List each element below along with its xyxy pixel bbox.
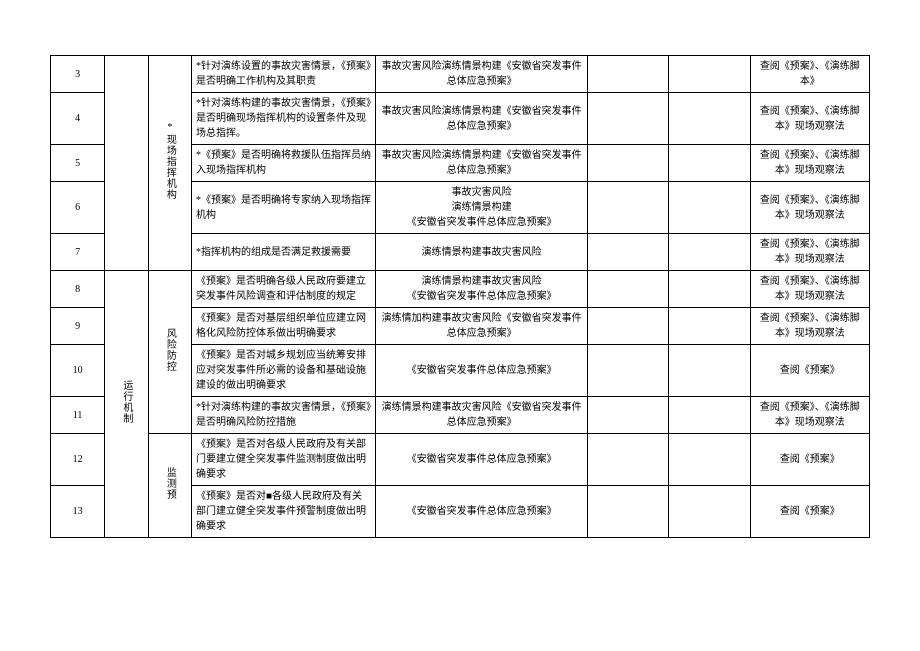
blank-cell	[669, 271, 750, 308]
criteria-cell: 《预案》是否对基层组织单位应建立网格化风险防控体系做出明确要求	[192, 308, 376, 345]
blank-cell	[669, 56, 750, 93]
criteria-cell: *《预案》是否明确将救援队伍指挥员纳入现场指挥机构	[192, 145, 376, 182]
reference-cell: 演练情加构建事故灾害风险《安徽省突发事件总体应急预案》	[376, 308, 588, 345]
reference-cell: 事故灾害风险演练情景构建《安徽省突发事件总体应急预案》	[376, 93, 588, 145]
method-cell: 查阅《预案》、《演练脚本》现场观察法	[750, 397, 869, 434]
blank-cell	[587, 93, 668, 145]
method-cell: 查阅《预案》	[750, 486, 869, 538]
evaluation-table: 3 *现场指挥机构 *针对演练设置的事故灾害情景，《预案》是否明确工作机构及其职…	[50, 55, 870, 538]
category1-cell: 运行机制	[105, 271, 148, 538]
blank-cell	[587, 345, 668, 397]
method-cell: 查阅《预案》	[750, 434, 869, 486]
category1-text: 运行机制	[119, 380, 134, 424]
table-row: 12 监测预 《预案》是否对各级人民政府及有关部门要建立健全突发事件监测制度做出…	[51, 434, 870, 486]
reference-cell: 事故灾害风险 演练情景构建 《安徽省突发事件总体应急预案》	[376, 182, 588, 234]
row-number: 7	[51, 234, 105, 271]
blank-cell	[669, 145, 750, 182]
criteria-cell: 《预案》是否明确各级人民政府要建立突发事件风险调查和评估制度的规定	[192, 271, 376, 308]
method-cell: 查阅《预案》、《演练脚本》	[750, 56, 869, 93]
category2-text: 监测预	[162, 467, 177, 500]
row-number: 6	[51, 182, 105, 234]
category2-text: *现场指挥机构	[162, 122, 177, 200]
row-number: 4	[51, 93, 105, 145]
reference-cell: 《安徽省突发事件总体应急预案》	[376, 434, 588, 486]
table-row: 3 *现场指挥机构 *针对演练设置的事故灾害情景，《预案》是否明确工作机构及其职…	[51, 56, 870, 93]
method-cell: 查阅《预案》、《演练脚本》现场观察法	[750, 182, 869, 234]
criteria-cell: *针对演练构建的事故灾害情景，《预案》是否明确风险防控措施	[192, 397, 376, 434]
row-number: 11	[51, 397, 105, 434]
blank-cell	[669, 308, 750, 345]
row-number: 8	[51, 271, 105, 308]
blank-cell	[669, 182, 750, 234]
blank-cell	[587, 56, 668, 93]
row-number: 3	[51, 56, 105, 93]
blank-cell	[587, 145, 668, 182]
criteria-cell: 《预案》是否对各级人民政府及有关部门要建立健全突发事件监测制度做出明确要求	[192, 434, 376, 486]
blank-cell	[587, 234, 668, 271]
blank-cell	[669, 345, 750, 397]
row-number: 10	[51, 345, 105, 397]
category2-cell: 监测预	[148, 434, 191, 538]
blank-cell	[587, 182, 668, 234]
method-cell: 查阅《预案》、《演练脚本》现场观察法	[750, 93, 869, 145]
category2-cell: 风险防控	[148, 271, 191, 434]
blank-cell	[669, 234, 750, 271]
category2-text: 风险防控	[162, 328, 177, 372]
method-cell: 查阅《预案》、《演练脚本》现场观察法	[750, 234, 869, 271]
method-cell: 查阅《预案》	[750, 345, 869, 397]
reference-cell: 事故灾害风险演练情景构建《安徽省突发事件总体应急预案》	[376, 56, 588, 93]
category1-cell	[105, 56, 148, 271]
method-cell: 查阅《预案》、《演练脚本》现场观察法	[750, 308, 869, 345]
reference-cell: 事故灾害风险演练情景构建《安徽省突发事件总体应急预案》	[376, 145, 588, 182]
blank-cell	[587, 308, 668, 345]
table-row: 8 运行机制 风险防控 《预案》是否明确各级人民政府要建立突发事件风险调查和评估…	[51, 271, 870, 308]
reference-cell: 演练情景构建事故灾害风险 《安徽省突发事件总体应急预案》	[376, 271, 588, 308]
reference-cell: 《安徽省突发事件总体应急预案》	[376, 345, 588, 397]
criteria-cell: 《预案》是否对■各级人民政府及有关部门建立健全突发事件预警制度做出明确要求	[192, 486, 376, 538]
criteria-cell: 《预案》是否对城乡规划应当统筹安排应对突发事件所必需的设备和基础设施建设的做出明…	[192, 345, 376, 397]
criteria-cell: *针对演练设置的事故灾害情景，《预案》是否明确工作机构及其职责	[192, 56, 376, 93]
reference-cell: 《安徽省突发事件总体应急预案》	[376, 486, 588, 538]
row-number: 13	[51, 486, 105, 538]
row-number: 5	[51, 145, 105, 182]
blank-cell	[669, 397, 750, 434]
reference-cell: 演练情景构建事故灾害风险《安徽省突发事件总体应急预案》	[376, 397, 588, 434]
blank-cell	[669, 486, 750, 538]
reference-cell: 演练情景构建事故灾害风险	[376, 234, 588, 271]
row-number: 9	[51, 308, 105, 345]
criteria-cell: *《预案》是否明确将专家纳入现场指挥机构	[192, 182, 376, 234]
row-number: 12	[51, 434, 105, 486]
blank-cell	[587, 397, 668, 434]
criteria-cell: *指挥机构的组成是否满足救援需要	[192, 234, 376, 271]
criteria-cell: *针对演练构建的事故灾害情景，《预案》是否明确现场指挥机构的设置条件及现场总指挥…	[192, 93, 376, 145]
blank-cell	[587, 434, 668, 486]
category2-cell: *现场指挥机构	[148, 56, 191, 271]
method-cell: 查阅《预案》、《演练脚本》现场观察法	[750, 145, 869, 182]
blank-cell	[669, 93, 750, 145]
blank-cell	[669, 434, 750, 486]
method-cell: 查阅《预案》、《演练脚本》现场观察法	[750, 271, 869, 308]
blank-cell	[587, 486, 668, 538]
blank-cell	[587, 271, 668, 308]
